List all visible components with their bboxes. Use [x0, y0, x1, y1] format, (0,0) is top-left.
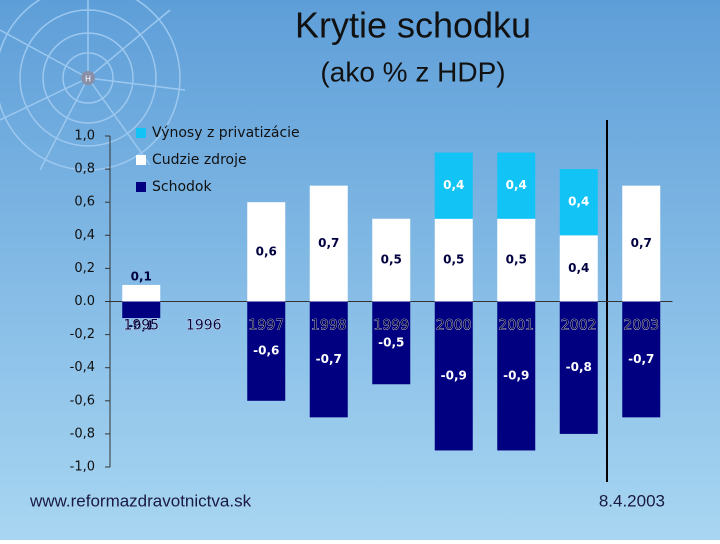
value-label: -0,5 — [378, 335, 404, 349]
value-label: 0,7 — [318, 236, 339, 250]
legend-swatch — [136, 155, 146, 165]
y-tick-label: -0,6 — [70, 393, 95, 408]
legend-label: Výnosy z privatizácie — [152, 125, 300, 141]
value-label: 0,5 — [506, 253, 527, 267]
bar — [372, 301, 411, 385]
bar — [497, 218, 536, 302]
bar — [559, 301, 598, 434]
value-label: 0,7 — [631, 236, 652, 250]
footer-url: www.reformazdravotnictva.sk — [29, 491, 252, 510]
title: Krytie schodku — [295, 5, 531, 46]
footer-date: 8.4.2003 — [599, 491, 665, 510]
value-label: -0,7 — [628, 352, 654, 366]
x-tick-label: 2002 — [561, 318, 597, 334]
plot: 1,0 0,8 0,6 0,4 0,2 0.0 -0,2 -0,4 -0,6 -0,8 -1,0 -0… — [70, 125, 673, 475]
x-tick-label: 1996 — [186, 318, 222, 334]
bar — [247, 202, 286, 302]
bar — [372, 218, 411, 302]
bar — [434, 301, 473, 451]
bar — [434, 218, 473, 302]
y-tick-label: 0,8 — [74, 162, 95, 177]
y-tick-label: 1,0 — [74, 129, 95, 144]
legend-swatch — [136, 182, 146, 192]
bar — [309, 185, 348, 302]
x-tick-label: 1999 — [373, 318, 409, 334]
bar — [434, 152, 473, 219]
legend-swatch — [136, 128, 146, 138]
bar — [622, 301, 661, 418]
y-tick-label: -0,8 — [70, 426, 95, 441]
bar — [247, 301, 286, 401]
y-tick-label: 0,2 — [74, 261, 95, 276]
value-label: 0,4 — [568, 261, 589, 275]
bar — [309, 301, 348, 418]
bar — [559, 169, 598, 236]
y-tick-label: -1,0 — [70, 460, 95, 475]
subtitle: (ako % z HDP) — [320, 56, 505, 87]
bar — [497, 301, 536, 451]
y-tick-label: 0.0 — [74, 294, 95, 309]
x-tick-label: 1995 — [123, 318, 159, 334]
x-tick-label: 2003 — [623, 318, 659, 334]
bar — [122, 301, 161, 319]
value-label: 0,4 — [443, 178, 464, 192]
y-tick-label: -0,4 — [70, 360, 95, 375]
y-tick-label: 0,6 — [74, 195, 95, 210]
y-tick-label: -0,2 — [70, 327, 95, 342]
value-label: 0,4 — [568, 195, 589, 209]
bar — [122, 284, 161, 302]
value-label: -0,9 — [441, 368, 467, 382]
value-label: -0,7 — [316, 352, 342, 366]
value-label: -0,8 — [566, 360, 592, 374]
bar — [559, 235, 598, 302]
x-tick-label: 1998 — [311, 318, 347, 334]
web-decoration — [0, 0, 186, 171]
x-tick-label: 2001 — [498, 318, 534, 334]
value-label: 0,1 — [131, 269, 152, 283]
value-label: 0,4 — [506, 178, 527, 192]
value-label: 0,5 — [381, 253, 402, 267]
value-label: 0,5 — [443, 253, 464, 267]
legend-label: Schodok — [152, 179, 212, 195]
logo-text: H — [85, 75, 91, 84]
bar — [497, 152, 536, 219]
x-tick-label: 2000 — [436, 318, 472, 334]
logo — [81, 71, 95, 85]
legend-label: Cudzie zdroje — [152, 152, 247, 168]
value-label: -0,1 — [128, 319, 154, 333]
y-tick-label: 0,4 — [74, 228, 95, 243]
value-label: -0,6 — [253, 344, 279, 358]
value-label: 0,6 — [256, 244, 277, 258]
value-label: -0,9 — [503, 368, 529, 382]
x-tick-label: 1997 — [248, 318, 284, 334]
bar — [622, 185, 661, 302]
